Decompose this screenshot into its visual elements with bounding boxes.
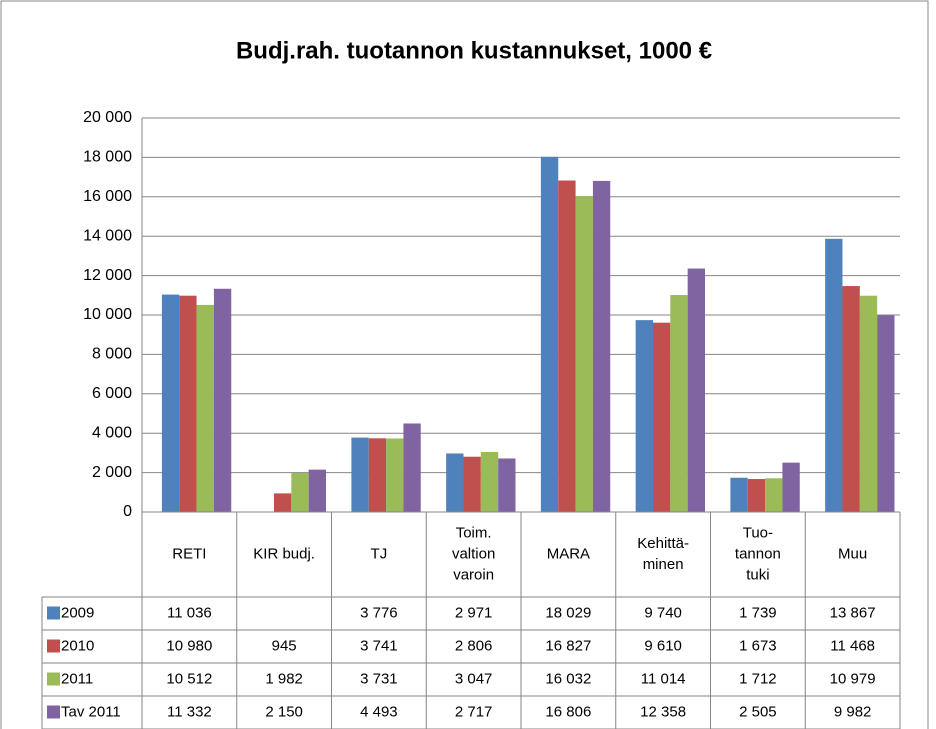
legend-label: 2011 (61, 670, 93, 687)
y-tick-label: 4 000 (92, 424, 132, 441)
bar (291, 472, 309, 512)
y-tick-label: 12 000 (83, 267, 132, 284)
category-label: TJ (371, 545, 388, 562)
bar (273, 493, 292, 512)
bar (196, 304, 214, 512)
bar (782, 462, 800, 512)
bar (859, 295, 878, 512)
table-value: 3 731 (360, 670, 398, 687)
table-value: 10 512 (166, 670, 212, 687)
legend-key (47, 606, 60, 620)
y-tick-label: 16 000 (83, 188, 132, 205)
category-label: Tuo- (743, 524, 773, 541)
table-value: 2 505 (739, 703, 777, 720)
legend-label: 2009 (61, 604, 94, 621)
y-tick-label: 20 000 (83, 109, 132, 126)
y-tick-label: 2 000 (92, 464, 132, 481)
bar (670, 295, 688, 512)
bar (575, 196, 593, 512)
table-value: 11 468 (830, 637, 875, 654)
table-value: 9 982 (834, 703, 872, 720)
legend-key (47, 639, 60, 653)
y-tick-label: 8 000 (92, 346, 132, 363)
table-value: 11 332 (167, 703, 212, 720)
category-label: Kehittä- (637, 535, 689, 552)
y-tick-label: 14 000 (83, 227, 132, 244)
table-value: 1 982 (265, 670, 303, 687)
bar (765, 478, 783, 512)
category-label: Toim. (456, 524, 492, 541)
legend-key (47, 672, 60, 686)
table-value: 13 867 (830, 604, 876, 621)
table-value: 1 739 (739, 604, 777, 621)
bar (480, 451, 499, 512)
bar (825, 238, 843, 512)
table-value: 11 014 (641, 670, 686, 687)
bar (386, 438, 404, 512)
bar (498, 458, 516, 512)
table-value: 16 806 (545, 703, 591, 720)
category-label: tannon (735, 545, 781, 562)
y-tick-label: 6 000 (92, 385, 132, 402)
bar (368, 438, 387, 512)
table-value: 2 971 (455, 604, 493, 621)
bar (652, 322, 671, 512)
bar (308, 469, 327, 512)
category-label: minen (643, 556, 684, 573)
legend-label: 2010 (61, 637, 94, 654)
table-value: 3 776 (360, 604, 398, 621)
table-value: 9 610 (644, 637, 682, 654)
table-value: 2 806 (455, 637, 493, 654)
bar (161, 294, 180, 512)
legend-label: Tav 2011 (61, 703, 121, 720)
category-label: MARA (547, 545, 590, 562)
table-value: 1 712 (739, 670, 777, 687)
table-value: 10 980 (166, 637, 212, 654)
table-value: 10 979 (830, 670, 876, 687)
category-label: varoin (453, 566, 494, 583)
bar (403, 423, 421, 512)
bar (213, 288, 232, 512)
table-value: 3 741 (360, 637, 398, 654)
y-tick-label: 10 000 (83, 306, 132, 323)
table-value: 9 740 (644, 604, 682, 621)
bar (179, 295, 197, 512)
bar (877, 315, 895, 512)
table-value: 2 150 (265, 703, 303, 720)
bar (463, 456, 481, 512)
table-value: 18 029 (545, 604, 591, 621)
bar (558, 180, 576, 512)
table-value: 1 673 (739, 637, 777, 654)
bar (540, 156, 559, 512)
bar (842, 286, 860, 512)
y-tick-label: 18 000 (83, 149, 132, 166)
category-label: valtion (452, 545, 495, 562)
y-tick-label: 0 (123, 503, 132, 520)
category-label: Muu (838, 545, 867, 562)
table-value: 4 493 (360, 703, 398, 720)
bar (747, 479, 766, 512)
table-value: 945 (272, 637, 297, 654)
table-value: 11 036 (167, 604, 212, 621)
table-value: 12 358 (640, 703, 686, 720)
chart-title: Budj.rah. tuotannon kustannukset, 1000 € (236, 37, 712, 64)
bar (635, 320, 653, 512)
table-value: 16 032 (545, 670, 591, 687)
bar (687, 268, 706, 512)
category-label: RETI (172, 545, 206, 562)
table-value: 16 827 (545, 637, 591, 654)
legend-key (47, 705, 60, 719)
category-label: tuki (746, 566, 769, 583)
bar (592, 180, 611, 512)
category-label: KIR budj. (253, 545, 315, 562)
bar (446, 453, 464, 512)
bar (730, 477, 748, 512)
table-value: 3 047 (455, 670, 493, 687)
bar (351, 437, 369, 512)
table-value: 2 717 (455, 703, 493, 720)
